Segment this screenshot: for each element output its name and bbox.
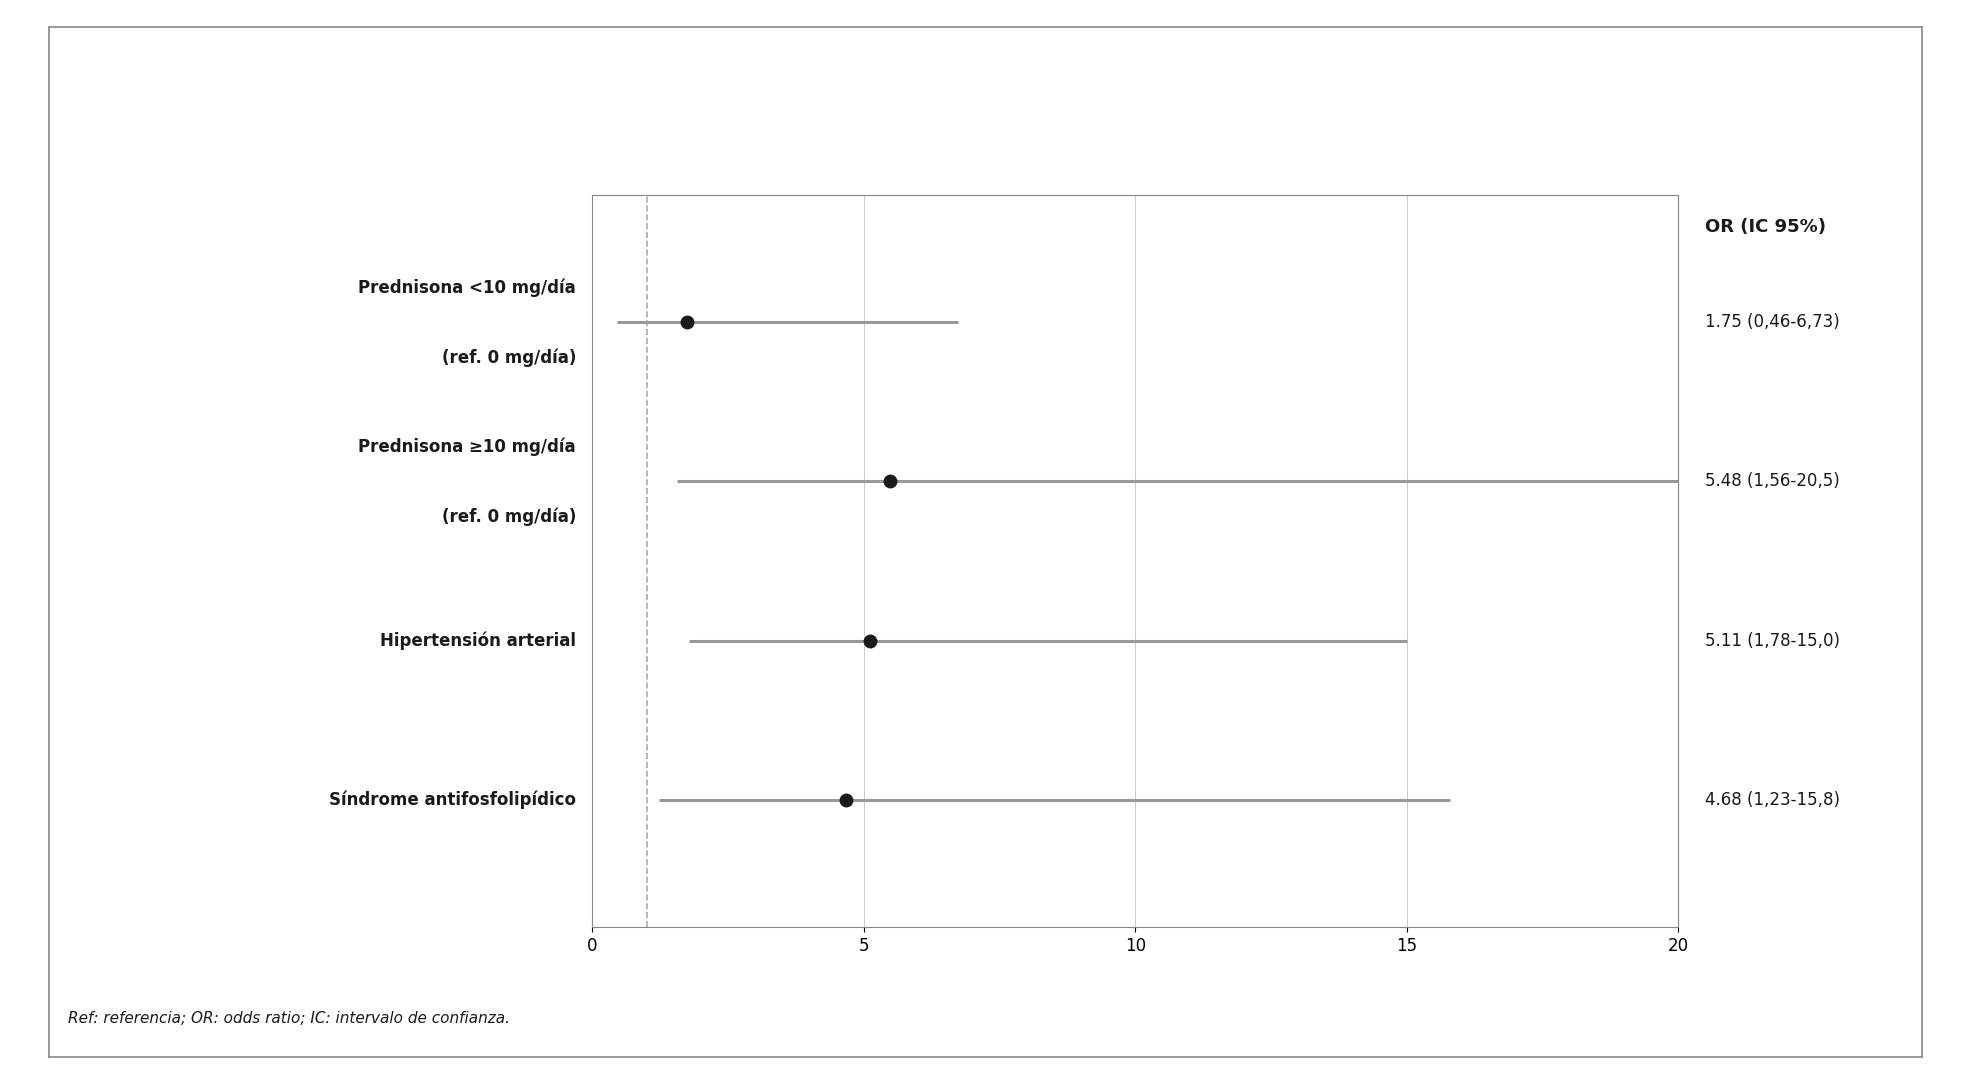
Text: 5.48 (1,56-20,5): 5.48 (1,56-20,5)	[1705, 473, 1839, 490]
Text: Prednisona ≥10 mg/día: Prednisona ≥10 mg/día	[359, 437, 576, 455]
Text: Ref: referencia; OR: odds ratio; IC: intervalo de confianza.: Ref: referencia; OR: odds ratio; IC: int…	[69, 1010, 510, 1025]
Point	[873, 473, 905, 490]
Text: Síndrome antifosfolipídico: Síndrome antifosfolipídico	[329, 790, 576, 809]
Text: 5.11 (1,78-15,0): 5.11 (1,78-15,0)	[1705, 632, 1841, 649]
Text: OR (IC 95%): OR (IC 95%)	[1705, 218, 1825, 236]
Text: Factores asociados con COVID-19 hospitalizado severo y/o muerte (EO-OMS ≥5) en p: Factores asociados con COVID-19 hospital…	[81, 59, 1058, 78]
Text: 1.75 (0,46-6,73): 1.75 (0,46-6,73)	[1705, 313, 1839, 332]
Text: (ref. 0 mg/día): (ref. 0 mg/día)	[442, 348, 576, 366]
Text: lupus eritematoso sistémico del registro SAR-COVID. Regresión logística múltiple: lupus eritematoso sistémico del registro…	[603, 122, 1368, 142]
Text: 4.68 (1,23-15,8): 4.68 (1,23-15,8)	[1705, 790, 1841, 809]
Text: Figura 3: Factores asociados con COVID-19 hospitalizado severo y/o muerte (EO-OM: Figura 3: Factores asociados con COVID-1…	[483, 59, 1488, 78]
Text: Prednisona <10 mg/día: Prednisona <10 mg/día	[359, 279, 576, 297]
Text: Figura 3:: Figura 3:	[81, 59, 177, 78]
Text: Hipertensión arterial: Hipertensión arterial	[380, 631, 576, 649]
Point	[672, 313, 704, 331]
Point	[853, 632, 885, 649]
Point	[830, 791, 861, 809]
Text: (ref. 0 mg/día): (ref. 0 mg/día)	[442, 507, 576, 526]
